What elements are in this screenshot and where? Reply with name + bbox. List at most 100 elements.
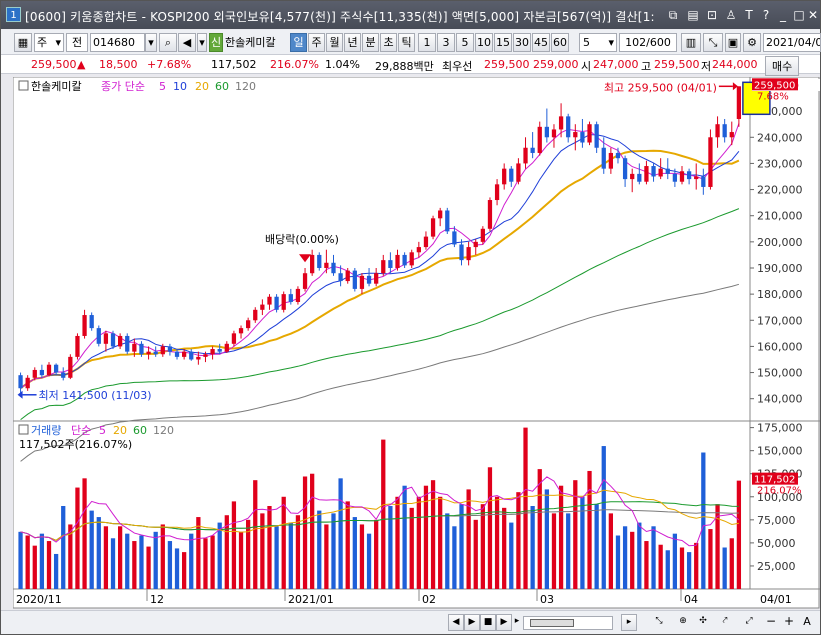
interval-button-5[interactable]: 5 (456, 33, 474, 52)
font-icon[interactable]: T (745, 8, 753, 22)
chevron-down-icon: ▾ (55, 36, 61, 49)
speaker-icon[interactable]: ◀ (178, 33, 196, 52)
market-select[interactable]: 전 (66, 33, 88, 52)
tab-period-4[interactable]: 분 (362, 33, 379, 52)
page-count[interactable]: 102/600 (619, 33, 677, 52)
candle-body (722, 124, 727, 138)
turnover-percent: 1.04% (325, 58, 360, 71)
volume-bar (224, 515, 229, 589)
volume-bar (430, 480, 436, 589)
period-select-value: 주 (37, 36, 48, 49)
candle-body (587, 124, 592, 143)
candle-body (160, 346, 165, 355)
volume-percent: 216.07% (270, 58, 319, 71)
volume-bar (502, 507, 507, 589)
interval-button-60[interactable]: 60 (551, 33, 569, 52)
interval-button-10[interactable]: 10 (475, 33, 493, 52)
data-table-icon[interactable]: ▥ (681, 33, 701, 52)
arrow-right-icon (732, 82, 738, 91)
candle-body (53, 364, 59, 373)
period-select[interactable]: 주 ▾ (34, 33, 64, 52)
pan-icon[interactable]: ✣ (699, 616, 707, 626)
pin-icon[interactable]: ⊡ (706, 8, 718, 22)
current-price: 259,500 (31, 58, 77, 71)
volume-bar (231, 501, 237, 589)
play-icon[interactable]: ▶ (464, 614, 480, 631)
close-icon[interactable]: ✕ (807, 8, 819, 22)
zoom-in-icon[interactable]: ⤢ (745, 616, 753, 626)
maximize-icon[interactable]: □ (793, 8, 805, 22)
volume-bar (651, 526, 656, 589)
scroll-left-icon[interactable]: ◀ (448, 614, 464, 631)
interval-select[interactable]: 5 ▾ (579, 33, 617, 52)
copy-icon[interactable]: ⧉ (668, 8, 678, 22)
candle-body (39, 369, 45, 376)
candle-body (253, 309, 258, 321)
minimize-icon[interactable]: _ (780, 8, 786, 22)
price-legend-ma-120: 120 (235, 80, 256, 93)
buy-button[interactable]: 매수 (765, 56, 800, 76)
volume-legend-toggle-icon[interactable] (18, 424, 29, 435)
volume-bar (174, 548, 180, 589)
search-icon[interactable]: ⌕ (159, 33, 177, 52)
plus-icon[interactable]: + (783, 614, 795, 628)
crosshair-icon[interactable]: ⊕ (679, 616, 687, 626)
interval-button-45[interactable]: 45 (532, 33, 550, 52)
tab-period-2[interactable]: 월 (326, 33, 343, 52)
interval-button-15[interactable]: 15 (494, 33, 512, 52)
chart-area[interactable]: 140,000 150,000 160,000 170,000 180,000 190,0… (13, 77, 820, 609)
tab-period-6[interactable]: 틱 (398, 33, 415, 52)
minus-icon[interactable]: − (765, 614, 777, 628)
interval-button-30[interactable]: 30 (513, 33, 531, 52)
candle-body (210, 349, 215, 355)
legend-toggle-icon[interactable] (18, 80, 29, 91)
candle-body (246, 320, 251, 329)
app-number-badge[interactable]: 1 (6, 7, 21, 22)
candle-body (217, 349, 222, 352)
volume-bar (132, 541, 137, 589)
scroll-end-icon[interactable]: ▸ (621, 614, 637, 631)
candle-body (416, 247, 421, 253)
save-icon[interactable]: ▣ (725, 33, 741, 52)
stop-icon[interactable]: ■ (480, 614, 496, 631)
tab-period-0[interactable]: 일 (290, 33, 307, 52)
text-tool-icon[interactable]: A (803, 615, 811, 628)
volume-bar (46, 541, 52, 589)
chevron-down-icon[interactable]: ▾ (197, 33, 207, 52)
settings-icon[interactable]: ⚙ (743, 33, 761, 52)
print-icon[interactable]: ▤ (687, 8, 699, 22)
grid-icon[interactable]: ▦ (14, 33, 32, 52)
date-input[interactable]: 2021/04/0 (763, 33, 821, 52)
candle-body (651, 166, 656, 177)
tab-period-5[interactable]: 초 (380, 33, 397, 52)
chart-svg[interactable]: 140,000 150,000 160,000 170,000 180,000 190,0… (13, 77, 820, 609)
volume-bar (459, 504, 464, 589)
volume-bar (381, 439, 386, 589)
candle-body (288, 294, 293, 302)
scroll-right-icon[interactable]: ▶ (496, 614, 512, 631)
zoom-out-icon[interactable]: ⤤ (722, 616, 728, 626)
tab-period-1[interactable]: 주 (308, 33, 325, 52)
volume-bar (452, 526, 457, 589)
candle-body (665, 168, 670, 174)
lock-icon[interactable]: ♙ (725, 8, 737, 22)
draw-tool-icon[interactable]: ⤡ (703, 33, 723, 52)
tab-period-3[interactable]: 년 (344, 33, 361, 52)
candle-body (189, 351, 194, 360)
candle-body (452, 231, 457, 245)
candle-body (18, 375, 23, 389)
interval-button-3[interactable]: 3 (437, 33, 455, 52)
scroll-thumb[interactable] (530, 619, 574, 627)
scrollbar[interactable] (523, 616, 613, 630)
step-right-icon[interactable]: ▸ (514, 616, 520, 626)
interval-button-1[interactable]: 1 (418, 33, 436, 52)
candle-body (409, 252, 414, 266)
volume-bar (189, 533, 194, 589)
help-icon[interactable]: ? (762, 8, 770, 22)
candle-body (381, 260, 386, 274)
stock-code-input[interactable]: 014680 (90, 33, 145, 52)
chevron-down-icon[interactable]: ▾ (145, 33, 157, 52)
cursor-icon[interactable]: ⤡ (655, 616, 663, 626)
volume-bar (665, 550, 670, 589)
